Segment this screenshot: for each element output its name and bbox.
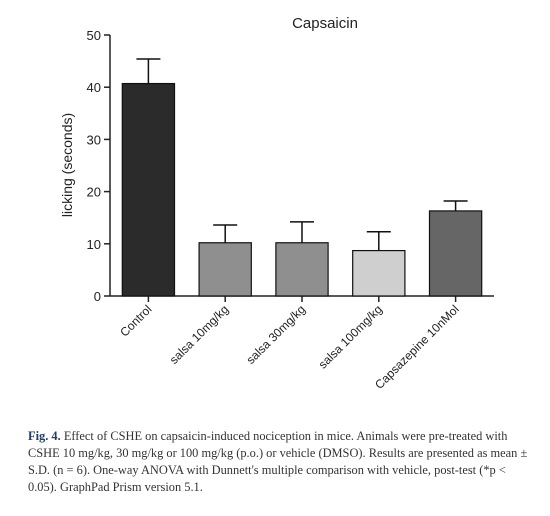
chart-title: Capsaicin bbox=[292, 15, 358, 32]
caption-text: Effect of CSHE on capsaicin-induced noci… bbox=[28, 429, 528, 494]
y-tick-label: 40 bbox=[87, 80, 101, 95]
error-bars-group bbox=[136, 58, 468, 251]
bar bbox=[428, 210, 483, 297]
x-tick-labels: Control salsa 10mg/kg salsa 30mg/kg salsa 1… bbox=[117, 302, 461, 392]
bar bbox=[121, 82, 176, 297]
x-tick-label: salsa 100mg/kg bbox=[316, 302, 385, 371]
x-tick-label: salsa 10mg/kg bbox=[167, 302, 232, 367]
bar bbox=[275, 242, 329, 297]
y-tick-label: 20 bbox=[87, 185, 101, 200]
figure-caption: Fig. 4. Effect of CSHE on capsaicin-indu… bbox=[28, 428, 528, 496]
y-tick-label: 0 bbox=[94, 289, 101, 304]
x-tick-label: salsa 30mg/kg bbox=[244, 302, 309, 367]
x-tick-label: Capsazepine 10nMol bbox=[372, 302, 462, 392]
bar-chart: Capsaicin licking (seconds) 01020304050 … bbox=[59, 15, 494, 392]
bar bbox=[352, 249, 406, 297]
y-tick-label: 50 bbox=[87, 28, 101, 43]
y-axis: 0 10 20 30 40 50 bbox=[87, 28, 111, 304]
x-tick-label: Control bbox=[117, 302, 154, 339]
caption-label: Fig. 4. bbox=[28, 429, 61, 443]
y-tick-label: 30 bbox=[87, 132, 101, 147]
x-axis bbox=[110, 295, 494, 302]
y-tick-label: 10 bbox=[87, 237, 101, 252]
bar bbox=[198, 242, 252, 297]
bars-group bbox=[121, 82, 483, 297]
y-axis-label: licking (seconds) bbox=[59, 113, 75, 217]
